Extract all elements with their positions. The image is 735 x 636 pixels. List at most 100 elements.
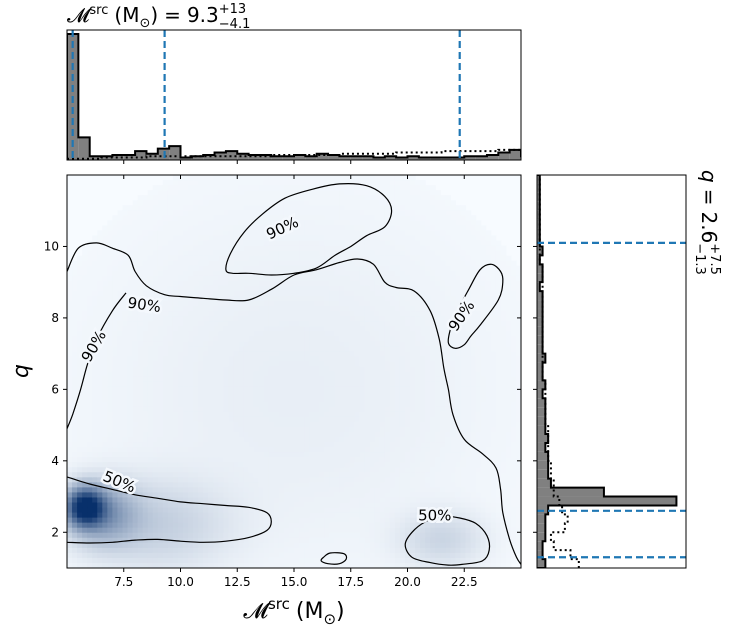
density-cell: [324, 547, 330, 554]
density-cell: [102, 517, 108, 524]
density-cell: [288, 300, 295, 307]
density-cell: [112, 492, 119, 499]
density-cell: [369, 406, 376, 413]
density-cell: [77, 477, 83, 483]
density-cell: [339, 507, 346, 514]
density-cell: [349, 507, 356, 514]
density-cell: [107, 487, 113, 494]
density-cell: [213, 457, 219, 463]
density-cell: [127, 497, 134, 504]
density-cell: [97, 351, 103, 357]
density-cell: [183, 316, 189, 322]
density-cell: [157, 326, 164, 332]
density-cell: [349, 336, 356, 342]
density-cell: [167, 442, 174, 448]
density-cell: [389, 190, 396, 196]
density-cell: [374, 562, 381, 568]
density-cell: [177, 195, 184, 201]
density-cell: [268, 316, 275, 322]
density-cell: [278, 482, 285, 488]
density-cell: [258, 437, 265, 443]
density-cell: [329, 416, 335, 423]
density-cell: [364, 361, 371, 368]
density-cell: [107, 467, 113, 473]
density-cell: [117, 275, 124, 282]
density-cell: [349, 205, 356, 211]
density-cell: [379, 230, 386, 237]
density-cell: [369, 447, 376, 453]
density-cell: [394, 255, 401, 262]
density-cell: [162, 295, 169, 302]
density-cell: [364, 376, 371, 383]
density-cell: [349, 452, 356, 458]
density-cell: [304, 557, 310, 564]
density-cell: [77, 371, 83, 378]
density-cell: [82, 285, 88, 292]
density-cell: [228, 371, 235, 378]
density-cell: [304, 477, 310, 483]
density-cell: [117, 431, 124, 438]
density-cell: [102, 225, 108, 232]
density-cell: [132, 527, 139, 534]
density-cell: [152, 195, 159, 201]
density-cell: [329, 306, 335, 312]
density-cell: [203, 311, 209, 317]
density-cell: [349, 371, 356, 378]
density-cell: [147, 270, 154, 277]
density-cell: [87, 547, 93, 554]
density-cell: [137, 270, 144, 277]
density-cell: [349, 180, 356, 186]
density-cell: [283, 437, 290, 443]
density-cell: [299, 311, 305, 317]
density-cell: [324, 482, 330, 488]
density-cell: [152, 547, 159, 554]
density-cell: [208, 562, 214, 568]
density-cell: [268, 527, 275, 534]
density-cell: [314, 311, 320, 317]
density-cell: [268, 477, 275, 483]
density-cell: [273, 205, 280, 211]
density-cell: [324, 462, 330, 468]
density-cell: [137, 306, 144, 312]
density-cell: [72, 346, 78, 352]
density-cell: [127, 341, 134, 347]
density-cell: [248, 482, 255, 488]
density-cell: [112, 452, 119, 458]
density-cell: [223, 361, 230, 368]
density-cell: [389, 205, 396, 211]
density-cell: [329, 391, 335, 398]
density-cell: [208, 225, 214, 232]
density-cell: [384, 547, 391, 554]
density-cell: [324, 426, 330, 433]
density-cell: [344, 426, 351, 433]
density-cell: [87, 346, 93, 352]
density-cell: [233, 472, 240, 478]
density-cell: [112, 547, 119, 554]
density-cell: [278, 321, 285, 327]
density-cell: [354, 361, 361, 368]
top-hist-bar: [509, 149, 521, 160]
density-cell: [97, 356, 103, 363]
main-density-panel: 50%50%90%90%90%90% 7.5 10.0 12.5 15.0 17.5 20…: [9, 174, 522, 628]
density-cell: [243, 447, 250, 453]
density-cell: [127, 316, 134, 322]
density-cell: [92, 547, 98, 554]
density-cell: [309, 235, 315, 242]
density-cell: [294, 442, 300, 448]
density-cell: [172, 306, 179, 312]
density-cell: [162, 265, 169, 272]
density-cell: [258, 472, 265, 478]
density-cell: [304, 457, 310, 463]
density-cell: [314, 346, 320, 352]
density-cell: [389, 220, 396, 226]
density-cell: [77, 482, 83, 488]
density-cell: [228, 255, 235, 262]
density-cell: [359, 200, 366, 206]
density-cell: [238, 547, 245, 554]
density-cell: [339, 431, 346, 438]
density-cell: [309, 497, 315, 504]
density-cell: [369, 351, 376, 357]
density-cell: [233, 431, 240, 438]
density-cell: [283, 180, 290, 186]
